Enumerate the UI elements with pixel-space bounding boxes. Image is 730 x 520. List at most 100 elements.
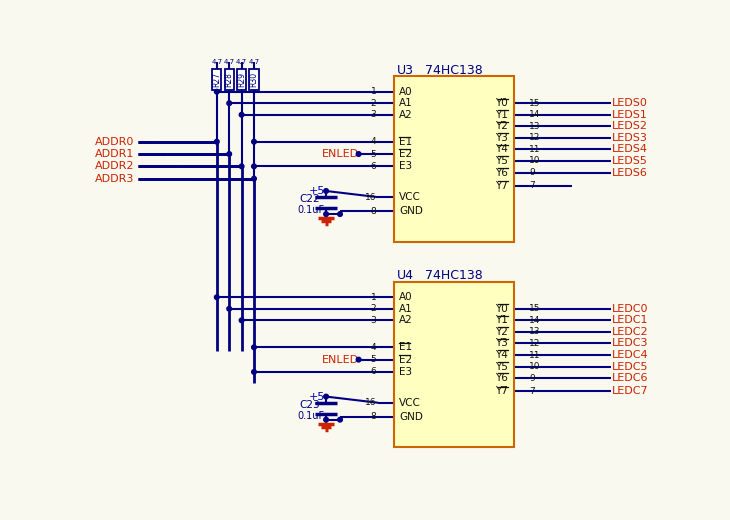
Text: R27: R27 (212, 72, 221, 87)
Text: ADDR3: ADDR3 (95, 174, 134, 184)
Text: 74HC138: 74HC138 (425, 269, 483, 282)
Circle shape (252, 370, 256, 374)
Text: Y5: Y5 (496, 156, 508, 166)
Text: 13: 13 (529, 328, 541, 336)
Text: LEDS0: LEDS0 (612, 98, 648, 108)
Text: 8: 8 (371, 412, 377, 421)
Text: 4.7: 4.7 (236, 59, 247, 66)
Circle shape (227, 152, 231, 157)
Text: Y6: Y6 (496, 167, 508, 177)
Text: 5: 5 (371, 355, 377, 364)
Text: ADDR2: ADDR2 (95, 161, 134, 172)
Bar (212, 69, 221, 90)
Circle shape (338, 212, 342, 216)
Text: 7: 7 (529, 387, 535, 396)
Text: 6: 6 (371, 368, 377, 376)
Text: LEDS3: LEDS3 (612, 133, 648, 143)
Text: 15: 15 (529, 99, 541, 108)
Text: LEDS1: LEDS1 (612, 110, 648, 120)
Text: 4.7: 4.7 (211, 59, 223, 66)
Text: LEDS6: LEDS6 (612, 167, 648, 177)
Text: 1: 1 (371, 87, 377, 96)
Text: LEDC2: LEDC2 (612, 327, 649, 337)
Circle shape (227, 306, 231, 311)
Text: +5: +5 (309, 392, 326, 401)
Text: 8: 8 (371, 206, 377, 215)
Text: A2: A2 (399, 110, 412, 120)
Circle shape (323, 394, 328, 399)
Text: R30: R30 (250, 72, 258, 87)
Circle shape (239, 112, 244, 117)
Text: Y0: Y0 (496, 98, 508, 108)
Text: LEDC5: LEDC5 (612, 361, 648, 372)
Text: 16: 16 (365, 398, 377, 407)
Text: E2: E2 (399, 149, 412, 159)
Text: Y2: Y2 (496, 121, 508, 132)
Text: Y3: Y3 (496, 339, 508, 348)
Text: GND: GND (399, 412, 423, 422)
Text: 2: 2 (371, 99, 377, 108)
Text: ENLED: ENLED (321, 355, 358, 365)
Text: A1: A1 (399, 304, 412, 314)
Text: 11: 11 (529, 145, 541, 154)
Text: E1: E1 (399, 137, 412, 147)
Bar (225, 69, 234, 90)
Text: C23: C23 (299, 400, 320, 410)
Text: R28: R28 (225, 72, 234, 87)
Text: 11: 11 (529, 350, 541, 359)
Text: 10: 10 (529, 362, 541, 371)
Text: Y4: Y4 (496, 145, 508, 154)
Circle shape (252, 139, 256, 144)
Text: LEDS4: LEDS4 (612, 145, 648, 154)
Text: C22: C22 (299, 194, 320, 204)
Text: E3: E3 (399, 367, 412, 377)
Text: 7: 7 (529, 181, 535, 190)
Bar (237, 69, 246, 90)
Text: Y1: Y1 (496, 315, 508, 326)
Text: A2: A2 (399, 315, 412, 326)
Text: 2: 2 (371, 304, 377, 313)
Text: 1: 1 (371, 293, 377, 302)
Text: VCC: VCC (399, 192, 420, 202)
Text: LEDC1: LEDC1 (612, 315, 648, 326)
Bar (250, 69, 258, 90)
Circle shape (227, 101, 231, 106)
Text: ADDR1: ADDR1 (95, 149, 134, 159)
Circle shape (215, 295, 219, 300)
Circle shape (252, 345, 256, 349)
Circle shape (215, 89, 219, 94)
Text: Y5: Y5 (496, 361, 508, 372)
Text: LEDC6: LEDC6 (612, 373, 648, 383)
Text: Y0: Y0 (496, 304, 508, 314)
Text: A1: A1 (399, 98, 412, 108)
Text: 14: 14 (529, 316, 540, 325)
Text: 14: 14 (529, 110, 540, 119)
Text: 12: 12 (529, 339, 540, 348)
Circle shape (323, 212, 328, 216)
Text: ENLED: ENLED (321, 149, 358, 159)
Text: R29: R29 (237, 72, 246, 87)
Text: U4: U4 (397, 269, 415, 282)
Text: LEDS5: LEDS5 (612, 156, 648, 166)
Text: 0.1uF: 0.1uF (297, 205, 325, 215)
Text: 0.1uF: 0.1uF (297, 411, 325, 421)
Text: Y7: Y7 (496, 386, 508, 396)
Circle shape (252, 176, 256, 181)
Text: Y1: Y1 (496, 110, 508, 120)
Circle shape (323, 418, 328, 422)
Text: Y7: Y7 (496, 180, 508, 191)
Text: 5: 5 (371, 150, 377, 159)
Text: Y3: Y3 (496, 133, 508, 143)
Text: 16: 16 (365, 192, 377, 202)
Text: 4: 4 (371, 343, 377, 352)
Text: 4: 4 (371, 137, 377, 146)
Bar (393, 282, 514, 447)
Text: U3: U3 (397, 63, 415, 76)
Text: 15: 15 (529, 304, 541, 313)
Text: +5: +5 (309, 186, 326, 196)
Text: LEDC4: LEDC4 (612, 350, 649, 360)
Text: 9: 9 (529, 168, 535, 177)
Circle shape (215, 139, 219, 144)
Text: LEDC0: LEDC0 (612, 304, 648, 314)
Text: 6: 6 (371, 162, 377, 171)
